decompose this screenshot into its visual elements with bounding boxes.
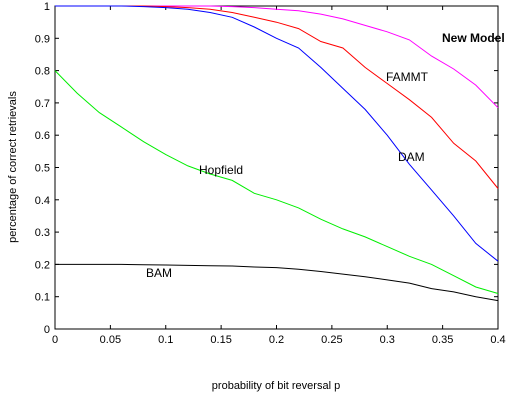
y-axis-title: percentage of correct retrievals: [7, 91, 19, 243]
series-lines: [54, 5, 499, 302]
y-tick-label: 0.3: [35, 227, 50, 239]
y-tick-label: 0.1: [35, 292, 50, 304]
y-tick-label: 0.5: [35, 163, 50, 175]
axis-ticks: 0 0.05 0.1 0.15 0.2 0.25 0.3 0.35 0.4 0 0.1 0.2 0.3 0…: [35, 1, 506, 346]
y-tick-label: 1: [44, 1, 50, 13]
y-tick-label: 0.4: [35, 195, 50, 207]
x-tick-label: 0.1: [158, 334, 173, 346]
x-tick-label: 0.35: [432, 334, 453, 346]
series-label-dam: DAM: [398, 150, 425, 164]
x-axis-title: probability of bit reversal p: [212, 380, 340, 392]
y-tick-label: 0.7: [35, 98, 50, 110]
series-line-dam: [55, 5, 499, 262]
y-tick-label: 0.9: [35, 33, 50, 45]
x-tick-label: 0: [52, 334, 58, 346]
x-tick-label: 0.4: [490, 334, 505, 346]
series-label-hopfield: Hopfield: [199, 163, 243, 177]
x-tick-label: 0.3: [380, 334, 395, 346]
x-tick-label: 0.15: [210, 334, 231, 346]
x-tick-label: 0.25: [321, 334, 342, 346]
plot-area: [54, 5, 499, 330]
series-line-hopfield: [54, 70, 499, 294]
y-tick-label: 0.6: [35, 130, 50, 142]
y-tick-label: 0: [44, 324, 50, 336]
series-label-new-model: New Model: [442, 31, 505, 45]
series-line-bam: [55, 263, 499, 302]
series-label-fammt: FAMMT: [386, 70, 429, 84]
series-label-bam: BAM: [146, 266, 172, 280]
x-tick-label: 0.2: [269, 334, 284, 346]
x-tick-label: 0.05: [100, 334, 121, 346]
y-tick-label: 0.8: [35, 66, 50, 78]
y-tick-label: 0.2: [35, 259, 50, 271]
